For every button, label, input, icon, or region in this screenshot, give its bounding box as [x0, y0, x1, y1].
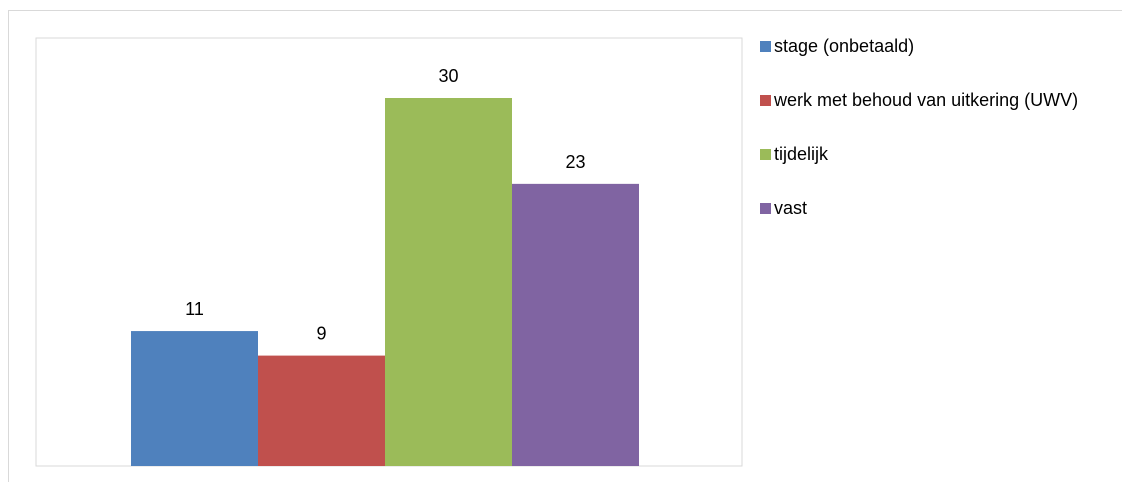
bar-vast [512, 183, 639, 466]
legend-label: vast [774, 198, 808, 218]
legend-swatch [760, 41, 771, 52]
legend-item-stage: stage (onbetaald) [760, 36, 1114, 57]
chart-frame [8, 10, 1122, 482]
data-label-vast: 23 [565, 152, 585, 172]
legend-label: tijdelijk [774, 144, 829, 164]
legend-item-werk-met-behoud: werk met behoud van uitkering (UWV) [760, 90, 1114, 111]
legend-swatch [760, 149, 771, 160]
data-labels: 11 9 30 23 [185, 66, 585, 344]
legend-label: stage (onbetaald) [774, 36, 915, 56]
legend-item-tijdelijk: tijdelijk [760, 144, 1114, 165]
legend-label: werk met behoud van uitkering (UWV) [774, 90, 1079, 110]
legend-swatch [760, 95, 771, 106]
data-label-tijdelijk: 30 [438, 66, 458, 86]
bars [131, 98, 639, 466]
data-label-werk-met-behoud: 9 [316, 324, 326, 344]
legend-item-vast: vast [760, 198, 1114, 219]
data-label-stage: 11 [185, 299, 204, 319]
bar-stage [131, 331, 258, 466]
bar-werk-met-behoud [258, 355, 385, 466]
bar-tijdelijk [385, 98, 512, 466]
legend-swatch [760, 203, 771, 214]
